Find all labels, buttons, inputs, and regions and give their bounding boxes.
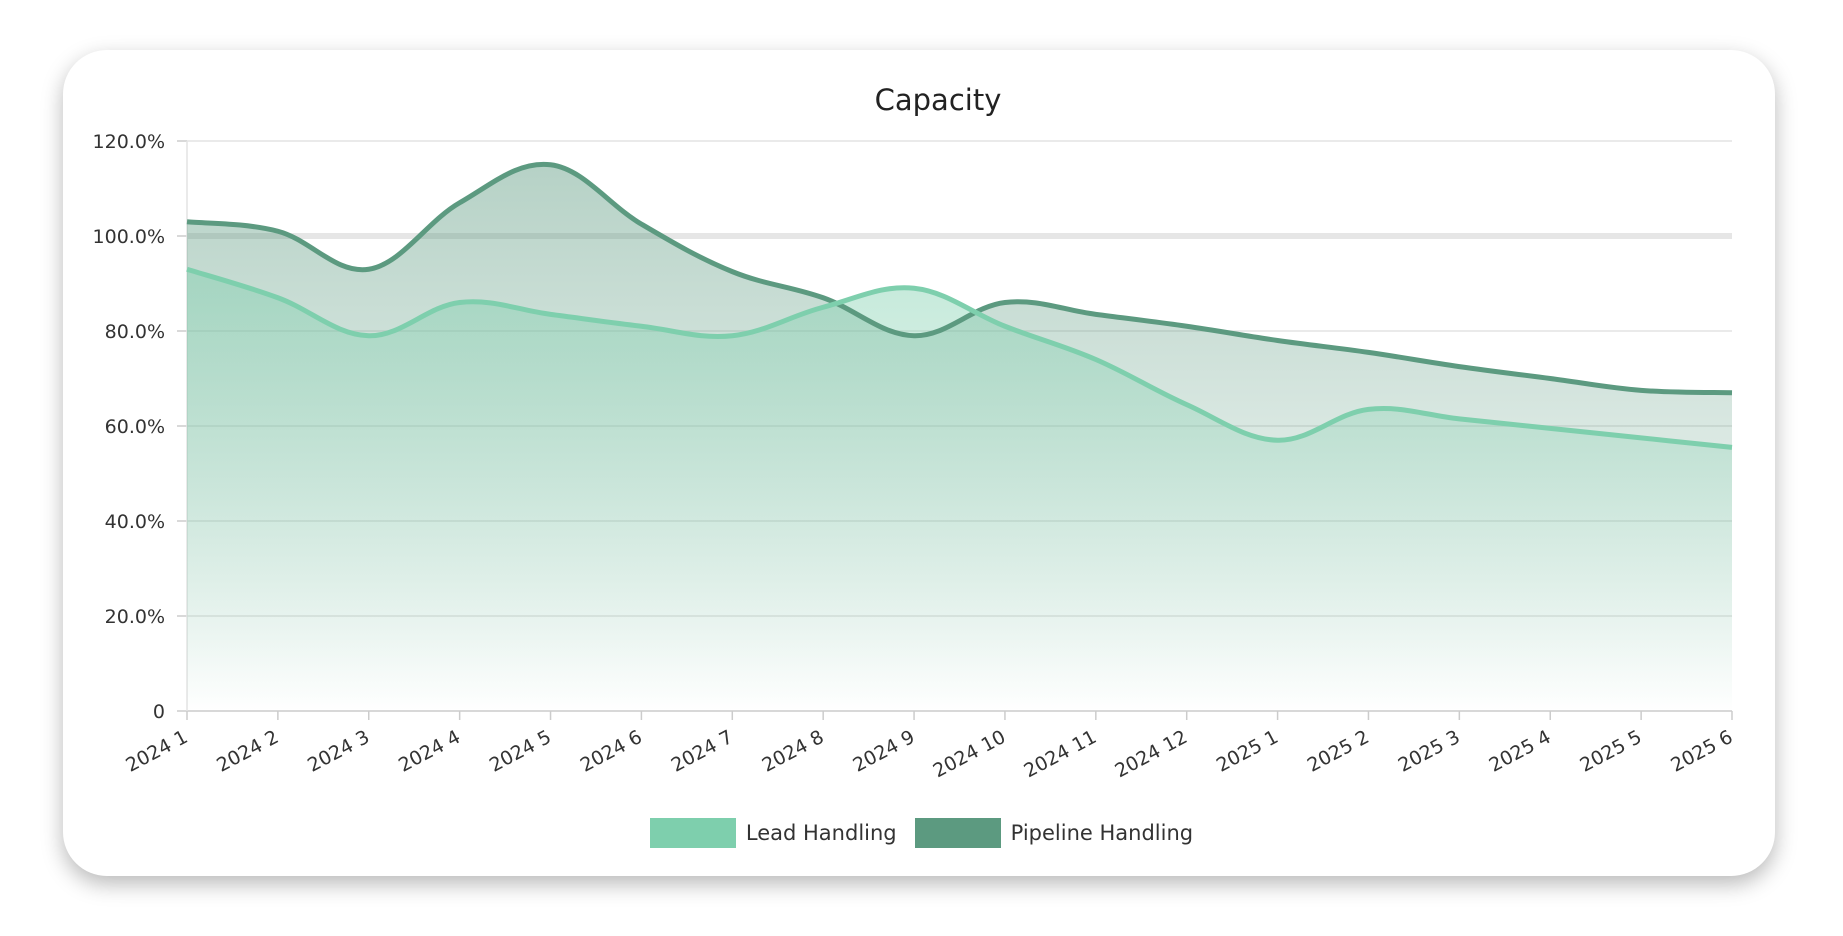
y-tick-label: 120.0% <box>93 131 165 153</box>
x-tick-label: 2025 5 <box>1576 726 1645 777</box>
x-tick-label: 2024 4 <box>395 726 464 777</box>
x-tick-label: 2025 3 <box>1395 726 1464 777</box>
x-tick-label: 2024 1 <box>122 726 191 777</box>
x-tick-label: 2024 11 <box>1020 726 1100 782</box>
line-lead-handling <box>186 266 1733 450</box>
legend-swatch <box>649 818 736 848</box>
x-tick-label: 2024 7 <box>668 726 737 777</box>
legend: Lead Handling Pipeline Handling <box>0 818 1843 848</box>
y-tick-label: 0 <box>153 701 165 723</box>
legend-item-lead-handling[interactable]: Lead Handling <box>649 818 897 848</box>
x-tick-label: 2025 2 <box>1304 726 1373 777</box>
legend-swatch <box>914 818 1001 848</box>
x-tick-label: 2024 3 <box>304 726 373 777</box>
x-tick-label: 2024 10 <box>930 726 1010 782</box>
y-tick-label: 40.0% <box>105 511 165 533</box>
y-tick-label: 100.0% <box>93 226 165 248</box>
chart-title: Capacity <box>875 83 1002 117</box>
line-pipeline-handling <box>186 161 1733 396</box>
area-lead-handling <box>187 269 1732 711</box>
y-tick-label: 60.0% <box>105 416 165 438</box>
x-tick-label: 2024 5 <box>486 726 555 777</box>
x-tick-label: 2025 6 <box>1667 726 1736 777</box>
x-tick-label: 2024 2 <box>213 726 282 777</box>
x-tick-label: 2024 9 <box>849 726 918 777</box>
legend-item-pipeline-handling[interactable]: Pipeline Handling <box>914 818 1194 848</box>
legend-label: Lead Handling <box>745 821 897 845</box>
x-tick-label: 2025 1 <box>1213 726 1282 777</box>
x-tick-label: 2024 12 <box>1111 726 1191 782</box>
x-tick-label: 2024 8 <box>758 726 827 777</box>
y-tick-label: 80.0% <box>105 321 165 343</box>
legend-label: Pipeline Handling <box>1010 821 1194 845</box>
x-tick-label: 2025 4 <box>1486 726 1555 777</box>
y-tick-label: 20.0% <box>105 606 165 628</box>
x-tick-label: 2024 6 <box>577 726 646 777</box>
